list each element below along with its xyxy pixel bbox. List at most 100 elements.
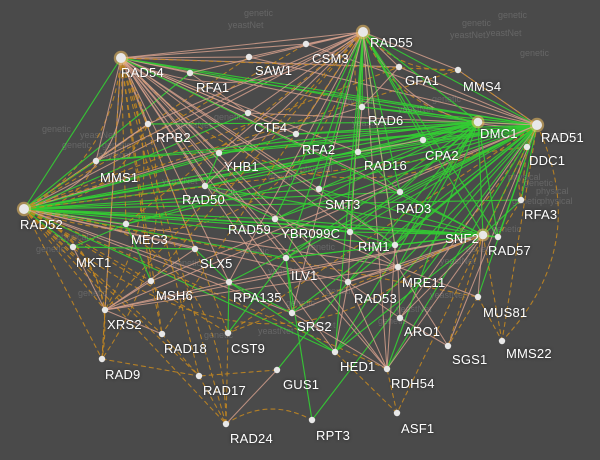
edge-salmon bbox=[305, 43, 538, 126]
node-rad24[interactable] bbox=[222, 420, 230, 428]
edge-salmon bbox=[347, 281, 401, 319]
node-rad52[interactable] bbox=[19, 204, 29, 214]
edge-group bbox=[23, 31, 538, 425]
edge-green bbox=[394, 124, 538, 246]
edge-green bbox=[482, 199, 522, 236]
node-dmc1[interactable] bbox=[473, 117, 483, 127]
edge-salmon bbox=[204, 31, 364, 187]
node-hed1[interactable] bbox=[331, 348, 339, 356]
edge-green bbox=[95, 121, 479, 162]
node-mec3[interactable] bbox=[122, 220, 130, 228]
node-mkt1[interactable] bbox=[69, 243, 77, 251]
node-asf1[interactable] bbox=[393, 409, 401, 417]
curved-edge-orange bbox=[120, 57, 538, 179]
edge-orange bbox=[125, 31, 364, 225]
edge-salmon bbox=[189, 72, 249, 114]
node-mms22[interactable] bbox=[498, 337, 506, 345]
edge-orange bbox=[198, 375, 227, 425]
node-mus81[interactable] bbox=[474, 293, 482, 301]
edge-green bbox=[274, 31, 364, 220]
edge-salmon bbox=[95, 31, 364, 162]
edge-salmon bbox=[305, 31, 364, 45]
edge-green bbox=[204, 152, 220, 187]
node-rad53[interactable] bbox=[344, 278, 352, 286]
node-rpb2[interactable] bbox=[144, 120, 152, 128]
node-slx5[interactable] bbox=[191, 245, 199, 253]
node-mre11[interactable] bbox=[394, 263, 402, 271]
node-rpt3[interactable] bbox=[308, 416, 316, 424]
edge-green bbox=[228, 281, 293, 314]
edge-salmon bbox=[397, 266, 401, 319]
node-gus1[interactable] bbox=[273, 366, 281, 374]
node-smt3[interactable] bbox=[315, 185, 323, 193]
node-rfa3[interactable] bbox=[517, 196, 525, 204]
edge-orange bbox=[120, 57, 229, 334]
node-rad3[interactable] bbox=[396, 188, 404, 196]
curved-edge-orange bbox=[225, 408, 313, 425]
node-rad51[interactable] bbox=[532, 120, 542, 130]
edge-salmon bbox=[104, 234, 484, 311]
edge-orange bbox=[104, 31, 364, 311]
node-group bbox=[16, 24, 545, 428]
node-rfa1[interactable] bbox=[186, 69, 194, 77]
edge-green bbox=[194, 248, 230, 283]
node-mms4[interactable] bbox=[454, 66, 462, 74]
edge-green bbox=[274, 121, 479, 220]
edge-green bbox=[285, 121, 479, 259]
edge-salmon bbox=[228, 31, 364, 283]
edge-salmon bbox=[120, 57, 359, 153]
node-csm3[interactable] bbox=[302, 40, 310, 48]
edge-green bbox=[318, 121, 479, 190]
node-cst9[interactable] bbox=[224, 329, 232, 337]
edge-green bbox=[227, 281, 230, 334]
node-rad6[interactable] bbox=[358, 103, 366, 111]
node-rad59[interactable] bbox=[271, 215, 279, 223]
node-rad55[interactable] bbox=[358, 27, 368, 37]
edge-green bbox=[334, 31, 364, 353]
node-rad16[interactable] bbox=[354, 148, 362, 156]
edge-green bbox=[295, 121, 479, 135]
node-srs2[interactable] bbox=[288, 309, 296, 317]
node-xrs2[interactable] bbox=[101, 306, 109, 314]
edge-green bbox=[120, 57, 479, 123]
node-cpa2[interactable] bbox=[419, 136, 427, 144]
node-yhb1[interactable] bbox=[215, 149, 223, 157]
node-sgs1[interactable] bbox=[444, 342, 452, 350]
edge-salmon bbox=[120, 57, 349, 283]
node-aro1[interactable] bbox=[396, 314, 404, 322]
node-ctf4[interactable] bbox=[244, 109, 252, 117]
edge-green bbox=[362, 31, 538, 126]
node-rad17[interactable] bbox=[195, 372, 203, 380]
edge-salmon bbox=[347, 234, 484, 283]
edge-salmon bbox=[357, 106, 363, 153]
node-msh6[interactable] bbox=[147, 277, 155, 285]
node-rad18[interactable] bbox=[158, 330, 166, 338]
edge-green bbox=[276, 281, 349, 371]
node-rad9[interactable] bbox=[98, 355, 106, 363]
node-rad50[interactable] bbox=[201, 182, 209, 190]
edge-salmon bbox=[228, 234, 484, 283]
curved-edge-orange bbox=[23, 31, 364, 232]
node-rim1[interactable] bbox=[391, 241, 399, 249]
edge-salmon bbox=[362, 31, 459, 71]
node-gfa1[interactable] bbox=[395, 63, 403, 71]
curved-edge-orange bbox=[23, 57, 122, 210]
node-ybr099c[interactable] bbox=[346, 228, 354, 236]
node-rad54[interactable] bbox=[116, 53, 126, 63]
edge-orange bbox=[120, 57, 227, 425]
edge-orange bbox=[161, 333, 200, 377]
node-ilv1[interactable] bbox=[282, 254, 290, 262]
edge-salmon bbox=[399, 317, 449, 347]
node-saw1[interactable] bbox=[245, 53, 253, 61]
node-rfa2[interactable] bbox=[292, 130, 300, 138]
edge-green bbox=[204, 121, 479, 187]
edge-green bbox=[274, 124, 538, 220]
node-rpa135[interactable] bbox=[225, 278, 233, 286]
edge-orange bbox=[101, 309, 106, 360]
node-snf2[interactable] bbox=[478, 230, 488, 240]
node-rdh54[interactable] bbox=[383, 365, 391, 373]
node-rad57[interactable] bbox=[494, 233, 502, 241]
node-ddc1[interactable] bbox=[523, 143, 531, 151]
node-mms1[interactable] bbox=[92, 157, 100, 165]
